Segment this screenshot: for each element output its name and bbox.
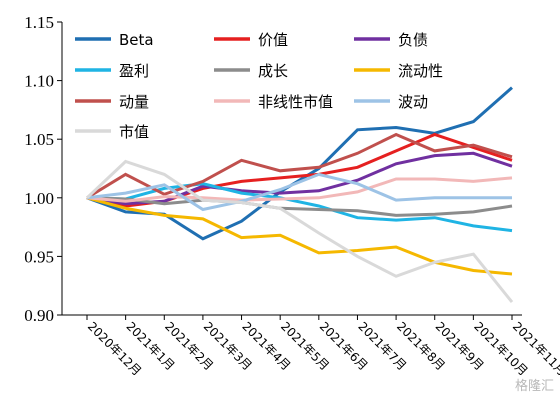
y-tick-label: 0.95 <box>24 247 54 266</box>
y-tick-label: 1.15 <box>24 13 54 32</box>
legend-label-5: 流动性 <box>398 62 443 80</box>
axes <box>61 22 522 316</box>
legend-label-3: 盈利 <box>119 62 149 80</box>
x-axis-ticks: 2020年12月2021年1月2021年2月2021年3月2021年4月2021… <box>85 315 560 378</box>
legend-label-0: Beta <box>119 31 154 49</box>
y-tick-label: 1.05 <box>24 130 54 149</box>
legend-label-2: 负债 <box>398 31 428 49</box>
legend-label-4: 成长 <box>258 62 288 80</box>
y-tick-label: 1.00 <box>24 189 54 208</box>
series-line-6 <box>86 132 513 200</box>
legend-label-1: 价值 <box>258 31 288 49</box>
legend-label-8: 波动 <box>398 93 428 111</box>
legend-label-6: 动量 <box>119 93 149 111</box>
series-line-9 <box>85 159 514 304</box>
series-line-4 <box>86 196 513 217</box>
series-lines <box>85 86 514 304</box>
series-line-5 <box>86 196 513 276</box>
series-line-7 <box>86 176 513 203</box>
y-tick-label: 1.10 <box>24 72 54 91</box>
series-line-8 <box>86 172 512 212</box>
legend-label-9: 市值 <box>119 123 149 141</box>
y-tick-label: 0.90 <box>24 306 54 325</box>
legend-label-7: 非线性市值 <box>258 93 333 111</box>
y-axis-ticks: 0.90 0.95 1.00 1.05 1.10 1.15 <box>24 13 62 325</box>
watermark-logo: 格隆汇 <box>514 379 554 394</box>
